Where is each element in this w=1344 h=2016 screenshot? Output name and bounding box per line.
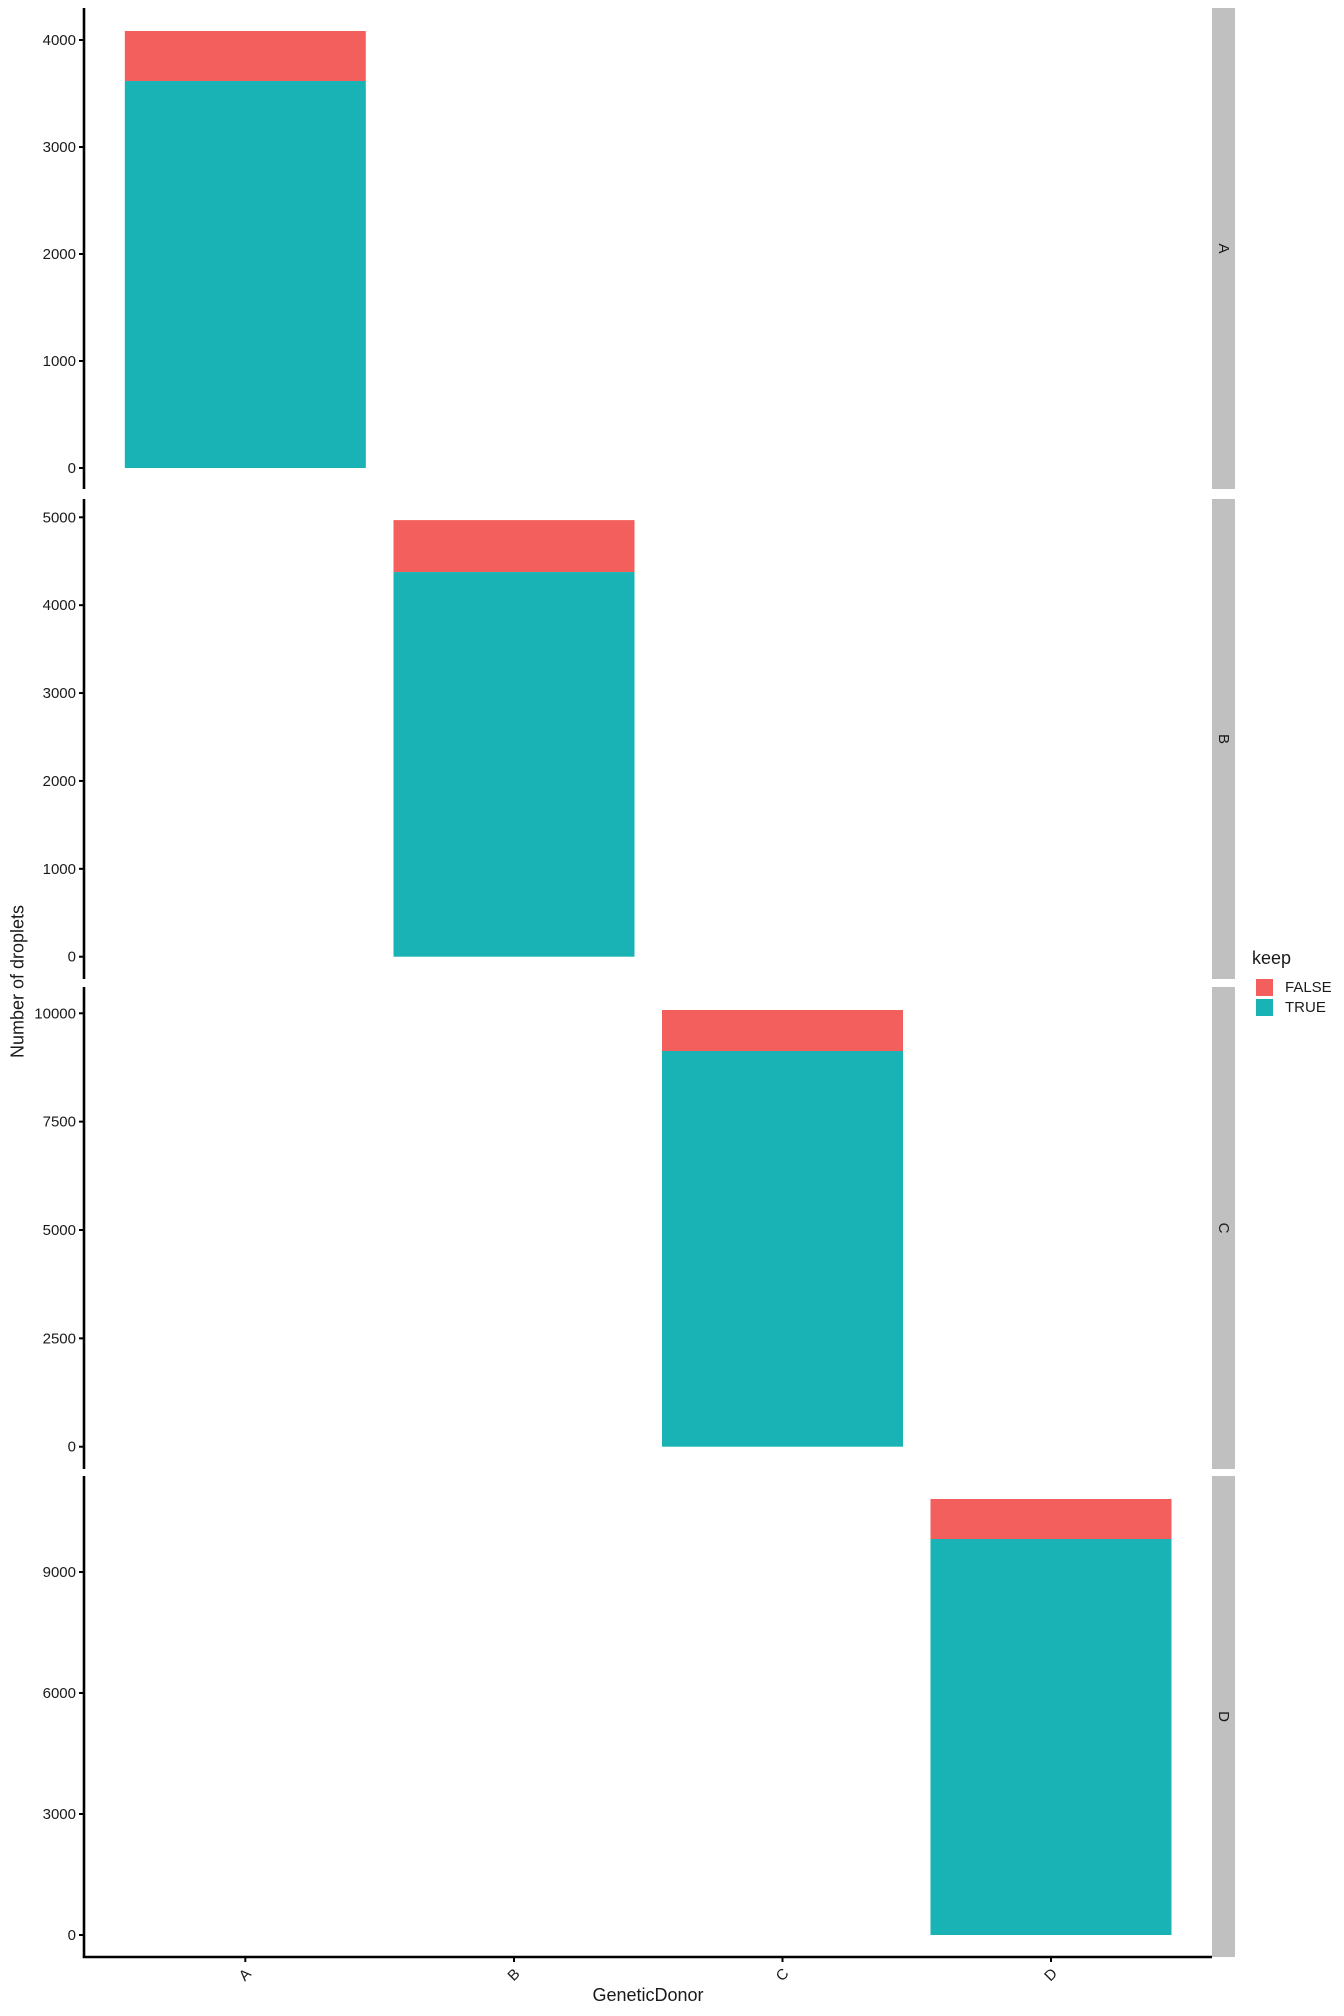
y-tick-label: 0 — [68, 949, 76, 966]
y-tick-label: 10000 — [34, 1005, 76, 1022]
x-tick-label: A — [236, 1965, 255, 1984]
y-tick-label: 2500 — [43, 1330, 76, 1347]
legend-item-false: FALSE — [1252, 977, 1332, 997]
legend-label-true: TRUE — [1285, 998, 1326, 1016]
y-tick-label: 3000 — [43, 685, 76, 702]
legend-key-false — [1256, 978, 1273, 996]
facet-strip-A — [1212, 8, 1235, 489]
y-axis-title: Number of droplets — [7, 904, 28, 1059]
x-tick-label: D — [1041, 1965, 1061, 1985]
legend-key-true — [1256, 998, 1273, 1016]
legend-title: keep — [1252, 948, 1292, 968]
y-tick-label: 4000 — [43, 32, 76, 49]
facet-strip-label: B — [1215, 734, 1232, 744]
facet-strip-label: A — [1215, 243, 1232, 253]
y-tick-label: 2000 — [43, 246, 76, 263]
bar-true-C — [662, 1051, 903, 1447]
x-tick-label: C — [773, 1965, 793, 1985]
bar-false-C — [662, 1010, 903, 1052]
y-tick-label: 3000 — [43, 1806, 76, 1823]
y-tick-label: 0 — [68, 1927, 76, 1944]
facet-strip-label: C — [1215, 1223, 1232, 1234]
bar-true-D — [930, 1538, 1172, 1935]
legend: keep FALSE TRUE — [1252, 948, 1332, 1017]
facet-strip-C — [1212, 987, 1235, 1469]
x-axis-title: GeneticDonor — [592, 1985, 704, 2005]
y-tick-label: 4000 — [43, 597, 76, 614]
facet-strip-B — [1212, 499, 1235, 979]
y-tick-label: 6000 — [43, 1685, 76, 1702]
y-tick-label: 0 — [68, 1439, 76, 1456]
y-tick-label: 7500 — [43, 1114, 76, 1131]
y-tick-label: 9000 — [43, 1564, 76, 1581]
facet-strip-D — [1212, 1476, 1235, 1957]
y-tick-label: 5000 — [43, 1222, 76, 1239]
y-tick-label: 1000 — [43, 861, 76, 878]
y-tick-label: 5000 — [43, 509, 76, 526]
legend-item-true: TRUE — [1252, 997, 1332, 1017]
legend-label-false: FALSE — [1285, 978, 1332, 996]
facet-strip-label: D — [1215, 1711, 1232, 1722]
bar-true-B — [393, 572, 635, 957]
y-tick-label: 0 — [68, 460, 76, 477]
bar-false-A — [124, 31, 366, 81]
y-tick-label: 3000 — [43, 139, 76, 156]
y-tick-label: 2000 — [43, 773, 76, 790]
y-tick-label: 1000 — [43, 353, 76, 370]
bar-false-D — [930, 1498, 1172, 1539]
bar-true-A — [124, 80, 366, 468]
x-tick-label: B — [504, 1965, 523, 1984]
bar-false-B — [393, 520, 635, 573]
